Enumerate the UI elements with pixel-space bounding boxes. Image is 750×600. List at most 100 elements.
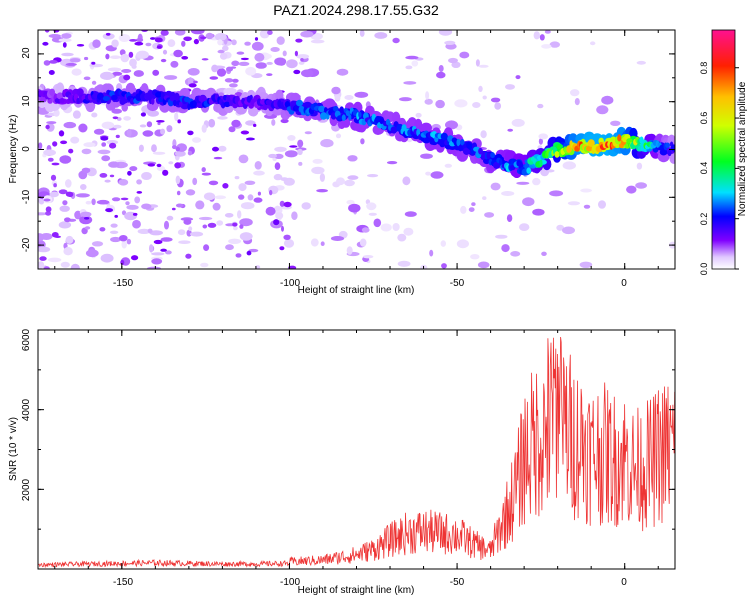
noise-cluster xyxy=(62,42,67,48)
noise-speckle xyxy=(201,124,207,133)
noise-speckle xyxy=(85,200,92,205)
noise-speckle xyxy=(459,51,470,59)
ridge-cell xyxy=(499,158,503,166)
noise-cluster xyxy=(266,73,273,76)
noise-speckle xyxy=(286,59,298,69)
noise-speckle xyxy=(138,144,144,152)
noise-cluster xyxy=(232,222,238,227)
noise-speckle xyxy=(284,150,298,158)
noise-speckle xyxy=(110,236,121,243)
noise-speckle xyxy=(149,230,164,236)
noise-speckle xyxy=(311,166,325,175)
noise-speckle xyxy=(541,44,552,49)
noise-speckle xyxy=(38,261,45,269)
ridge-cell xyxy=(639,136,644,144)
ridge-cell xyxy=(670,144,675,152)
noise-speckle xyxy=(468,207,475,213)
noise-speckle xyxy=(91,241,104,247)
noise-cluster xyxy=(147,163,156,167)
noise-cluster xyxy=(45,124,50,130)
noise-speckle xyxy=(110,55,121,59)
noise-speckle xyxy=(544,30,551,34)
snr-ticks xyxy=(38,329,675,570)
noise-cluster xyxy=(177,119,181,124)
noise-speckle xyxy=(386,161,398,165)
ridge-cell xyxy=(660,148,668,156)
noise-speckle xyxy=(255,62,267,69)
ridge-cell xyxy=(490,152,495,159)
ridge-cell xyxy=(486,152,491,160)
noise-speckle xyxy=(147,110,160,117)
noise-speckle xyxy=(562,226,575,235)
noise-cluster xyxy=(52,141,58,147)
noise-speckle xyxy=(225,244,234,251)
noise-cluster xyxy=(300,58,304,62)
noise-speckle xyxy=(203,192,216,201)
noise-speckle xyxy=(556,224,565,231)
noise-speckle xyxy=(175,175,181,185)
noise-cluster xyxy=(176,190,181,196)
noise-speckle xyxy=(510,251,521,257)
noise-speckle xyxy=(233,226,238,231)
noise-speckle xyxy=(120,53,130,63)
x-tick-label: 0 xyxy=(621,278,627,289)
noise-speckle xyxy=(336,68,349,76)
noise-cluster xyxy=(136,191,143,194)
noise-speckle xyxy=(80,184,87,190)
noise-speckle xyxy=(111,197,121,202)
colorbar-label: Normalized spectral amplitude xyxy=(737,81,748,216)
x-tick-label: -50 xyxy=(450,577,465,588)
noise-speckle xyxy=(296,54,310,59)
noise-speckle xyxy=(192,137,202,143)
noise-speckle xyxy=(185,189,196,196)
x-tick-label: 0 xyxy=(621,577,627,588)
noise-speckle xyxy=(70,263,80,269)
noise-speckle xyxy=(359,238,367,247)
noise-speckle xyxy=(297,148,303,156)
noise-speckle xyxy=(59,155,72,164)
noise-speckle xyxy=(173,49,183,58)
noise-cluster xyxy=(160,58,167,63)
noise-cluster xyxy=(160,248,167,252)
noise-cluster xyxy=(156,45,162,49)
noise-speckle xyxy=(108,161,120,168)
noise-speckle xyxy=(195,200,205,210)
noise-cluster xyxy=(240,57,249,61)
snr-frame xyxy=(37,329,676,570)
noise-speckle xyxy=(490,182,501,191)
noise-speckle xyxy=(501,191,515,196)
noise-speckle xyxy=(126,204,139,210)
noise-speckle xyxy=(519,223,530,232)
noise-speckle xyxy=(538,138,544,145)
noise-cluster xyxy=(279,200,285,207)
noise-speckle xyxy=(436,71,446,79)
noise-speckle xyxy=(448,57,458,64)
noise-speckle xyxy=(298,161,303,166)
noise-speckle xyxy=(238,154,249,164)
noise-speckle xyxy=(91,112,98,118)
noise-speckle xyxy=(438,65,444,72)
noise-cluster xyxy=(212,146,219,152)
noise-speckle xyxy=(454,99,468,108)
noise-speckle xyxy=(361,227,370,233)
noise-speckle xyxy=(152,151,166,155)
noise-speckle xyxy=(112,71,123,76)
noise-speckle xyxy=(274,205,281,211)
noise-speckle xyxy=(183,219,192,225)
noise-speckle xyxy=(174,112,179,121)
noise-speckle xyxy=(539,34,545,41)
noise-speckle xyxy=(60,261,70,268)
noise-speckle xyxy=(217,49,225,54)
noise-cluster xyxy=(120,197,129,201)
ridge-cell xyxy=(456,138,461,147)
ridge-cell xyxy=(284,101,291,108)
noise-cluster xyxy=(105,32,111,36)
noise-speckle xyxy=(425,91,430,100)
noise-speckle xyxy=(444,40,456,46)
noise-speckle xyxy=(164,220,169,230)
noise-speckle xyxy=(111,39,119,48)
noise-speckle xyxy=(392,37,400,44)
noise-speckle xyxy=(175,203,184,208)
noise-speckle xyxy=(191,30,205,35)
noise-speckle xyxy=(335,133,342,139)
